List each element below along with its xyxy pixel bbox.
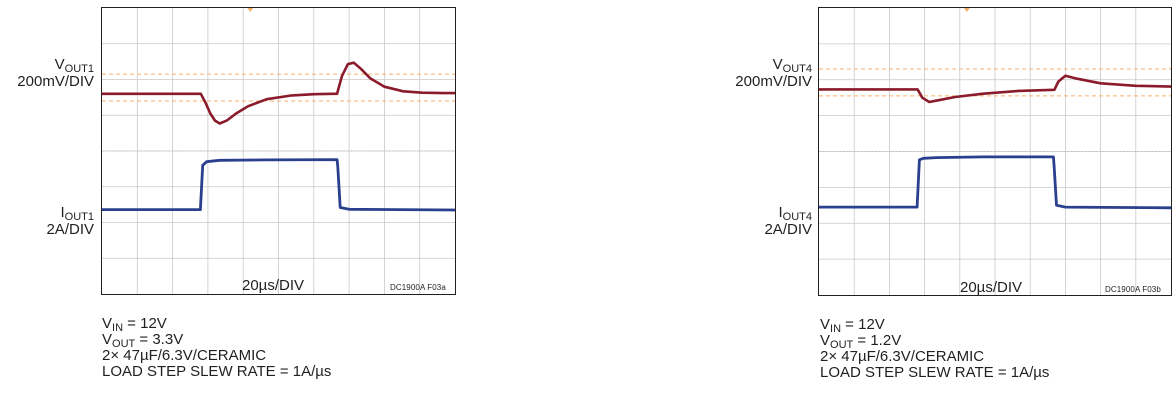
- condition-vin: VIN = 12V: [102, 315, 167, 334]
- condition-vout: VOUT = 3.3V: [102, 331, 184, 350]
- vout4-channel-label: VOUT4 200mV/DIV: [700, 56, 812, 90]
- scope-plot-vout4: [818, 7, 1172, 296]
- condition-capacitors: 2× 47µF/6.3V/CERAMIC: [820, 348, 985, 365]
- condition-vin: VIN = 12V: [820, 316, 885, 335]
- scope-plot-svg: [102, 8, 455, 294]
- trigger-marker: [963, 8, 970, 12]
- vout1-channel-label: VOUT1 200mV/DIV: [0, 56, 94, 90]
- grid: [102, 8, 455, 294]
- iout1-channel-label: IOUT1 2A/DIV: [0, 204, 94, 238]
- iout4-channel-label: IOUT4 2A/DIV: [700, 204, 812, 238]
- current-trace: [819, 155, 1171, 210]
- condition-slew-rate: LOAD STEP SLEW RATE = 1A/µs: [820, 364, 1050, 381]
- scope-plot-svg: [819, 8, 1171, 295]
- voltage-trace: [102, 61, 455, 125]
- current-trace: [102, 158, 455, 212]
- condition-capacitors: 2× 47µF/6.3V/CERAMIC: [102, 347, 267, 364]
- grid: [819, 8, 1171, 295]
- vout4-scale: 200mV/DIV: [735, 73, 812, 90]
- figure-code: DC1900A F03a: [390, 283, 446, 292]
- timebase-label: 20µs/DIV: [960, 279, 1022, 296]
- test-conditions: VIN = 12V VOUT = 3.3V 2× 47µF/6.3V/CERAM…: [102, 316, 331, 380]
- vout1-name: VOUT1: [54, 56, 94, 75]
- iout4-name: IOUT4: [778, 204, 812, 223]
- trigger-marker: [247, 8, 254, 12]
- figure-code: DC1900A F03b: [1105, 285, 1161, 294]
- condition-vout: VOUT = 1.2V: [820, 332, 902, 351]
- vout4-name: VOUT4: [772, 56, 812, 75]
- scope-plot-vout1: [101, 7, 456, 295]
- iout4-scale: 2A/DIV: [764, 221, 812, 238]
- vout1-scale: 200mV/DIV: [17, 73, 94, 90]
- condition-slew-rate: LOAD STEP SLEW RATE = 1A/µs: [102, 363, 332, 380]
- iout1-scale: 2A/DIV: [46, 221, 94, 238]
- timebase-label: 20µs/DIV: [242, 277, 304, 294]
- iout1-name: IOUT1: [60, 204, 94, 223]
- voltage-trace: [819, 74, 1171, 104]
- test-conditions: VIN = 12V VOUT = 1.2V 2× 47µF/6.3V/CERAM…: [820, 317, 1049, 381]
